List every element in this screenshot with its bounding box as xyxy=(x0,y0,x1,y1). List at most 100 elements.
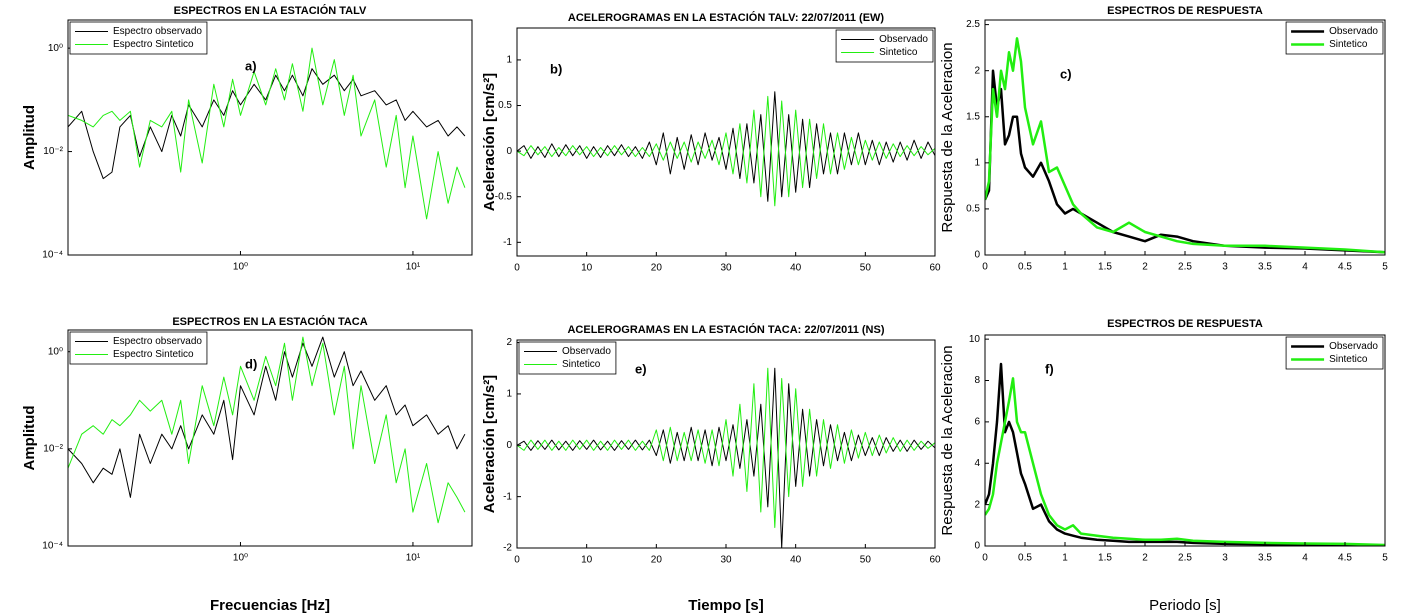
legend-label: Espectro Sintetico xyxy=(113,39,194,50)
x-tick-label: 60 xyxy=(929,555,941,566)
x-tick-label: 4.5 xyxy=(1338,553,1352,564)
x-tick-label: 10 xyxy=(581,263,593,274)
y-axis-label: Amplitud xyxy=(21,105,38,170)
axes-box xyxy=(67,329,473,547)
y-tick-label: 2 xyxy=(974,499,980,510)
y-tick-label: -0.5 xyxy=(495,191,513,202)
y-tick-label: 10⁻⁴ xyxy=(42,250,63,261)
legend-label: Sintetico xyxy=(562,359,601,370)
series-line xyxy=(985,377,1385,546)
y-axis-label: Aceleración [cm/s²] xyxy=(481,375,498,513)
x-tick-label: 0 xyxy=(982,262,988,273)
legend-box xyxy=(1285,336,1384,370)
y-tick-label: 4 xyxy=(974,458,980,469)
x-axis-label: Tiempo [s] xyxy=(688,597,764,614)
legend-label: Espectro observado xyxy=(113,336,202,347)
plot-area xyxy=(517,340,935,548)
legend-box xyxy=(518,341,617,375)
legend-label: Observado xyxy=(1329,341,1378,352)
series-line xyxy=(68,336,466,498)
y-tick-label: 0 xyxy=(506,146,512,157)
y-tick-label: -1 xyxy=(503,237,512,248)
series-line xyxy=(517,91,935,202)
plot-area xyxy=(985,20,1385,255)
y-tick-label: 1 xyxy=(974,157,980,168)
legend: Observado Sintetico xyxy=(1285,336,1384,370)
y-tick-label: 10 xyxy=(969,334,981,345)
x-tick-label: 1 xyxy=(1062,553,1068,564)
x-tick-label: 20 xyxy=(651,263,663,274)
x-tick-label: 0.5 xyxy=(1018,553,1032,564)
x-tick-label: 40 xyxy=(790,263,802,274)
series-line xyxy=(985,69,1385,254)
chart-title: ESPECTROS EN LA ESTACIÓN TACA xyxy=(172,315,367,328)
panel-label: f) xyxy=(1045,361,1054,376)
y-axis-label: Respuesta de la Aceleracion xyxy=(939,345,956,535)
legend-label: Espectro Sintetico xyxy=(113,349,194,360)
legend-label: Observado xyxy=(1329,26,1378,37)
chart-title: ACELEROGRAMAS EN LA ESTACIÓN TALV: 22/07… xyxy=(568,11,885,24)
series-line xyxy=(68,47,466,220)
x-tick-label: 30 xyxy=(720,263,732,274)
x-axis-label: Periodo [s] xyxy=(1149,597,1221,614)
x-tick-label: 10⁰ xyxy=(233,262,248,273)
y-tick-label: 1 xyxy=(506,389,512,400)
x-tick-label: 2 xyxy=(1142,262,1148,273)
y-axis-label: Respuesta de la Aceleracion xyxy=(939,42,956,232)
legend-label: Sintetico xyxy=(879,47,918,58)
legend-box xyxy=(69,331,208,365)
x-tick-label: 4.5 xyxy=(1338,262,1352,273)
y-tick-label: 10⁰ xyxy=(48,346,63,357)
legend-box xyxy=(1285,21,1384,55)
x-tick-label: 2.5 xyxy=(1178,262,1192,273)
x-tick-label: 60 xyxy=(929,263,941,274)
legend-box xyxy=(835,29,934,63)
legend-label: Sintetico xyxy=(1329,39,1368,50)
legend-label: Observado xyxy=(562,346,611,357)
x-tick-label: 2.5 xyxy=(1178,553,1192,564)
x-tick-label: 0 xyxy=(514,263,520,274)
chart-title: ESPECTROS DE RESPUESTA xyxy=(1107,318,1263,330)
plot-area xyxy=(517,28,935,256)
legend-label: Observado xyxy=(879,34,928,45)
x-tick-label: 3.5 xyxy=(1258,553,1272,564)
y-tick-label: -2 xyxy=(503,543,512,554)
x-tick-label: 0 xyxy=(514,555,520,566)
y-tick-label: 2 xyxy=(506,337,512,348)
x-tick-label: 1.5 xyxy=(1098,553,1112,564)
chart-title: ACELEROGRAMAS EN LA ESTACIÓN TACA: 22/07… xyxy=(567,323,884,336)
series-line xyxy=(517,95,935,207)
x-tick-label: 1 xyxy=(1062,262,1068,273)
y-tick-label: 8 xyxy=(974,375,980,386)
x-axis-label: Frecuencias [Hz] xyxy=(210,597,330,614)
legend-label: Espectro observado xyxy=(113,26,202,37)
series-line xyxy=(68,336,466,524)
x-tick-label: 3 xyxy=(1222,262,1228,273)
series-line xyxy=(517,367,935,528)
chart-title: ESPECTROS EN LA ESTACIÓN TALV xyxy=(174,4,367,17)
x-tick-label: 30 xyxy=(720,555,732,566)
y-tick-label: 10⁰ xyxy=(48,43,63,54)
plot-area xyxy=(68,20,472,255)
y-tick-label: 2.5 xyxy=(966,19,980,30)
x-tick-label: 3 xyxy=(1222,553,1228,564)
plot-area xyxy=(68,330,472,546)
y-tick-label: 1 xyxy=(506,55,512,66)
x-tick-label: 3.5 xyxy=(1258,262,1272,273)
y-tick-label: 0.5 xyxy=(966,204,980,215)
panel-label: d) xyxy=(245,356,257,371)
y-tick-label: 10⁻⁴ xyxy=(42,541,63,552)
y-tick-label: -1 xyxy=(503,491,512,502)
legend: Observado Sintetico xyxy=(835,29,934,63)
x-tick-label: 10¹ xyxy=(406,553,421,564)
y-tick-label: 10⁻² xyxy=(43,146,63,157)
y-tick-label: 6 xyxy=(974,417,980,428)
x-tick-label: 4 xyxy=(1302,553,1308,564)
y-axis-label: Amplitud xyxy=(21,406,38,471)
series-line xyxy=(517,367,935,548)
chart-title: ESPECTROS DE RESPUESTA xyxy=(1107,5,1263,17)
panel-label: b) xyxy=(550,61,562,76)
legend: Observado Sintetico xyxy=(1285,21,1384,55)
legend: Espectro observado Espectro Sintetico xyxy=(69,331,208,365)
